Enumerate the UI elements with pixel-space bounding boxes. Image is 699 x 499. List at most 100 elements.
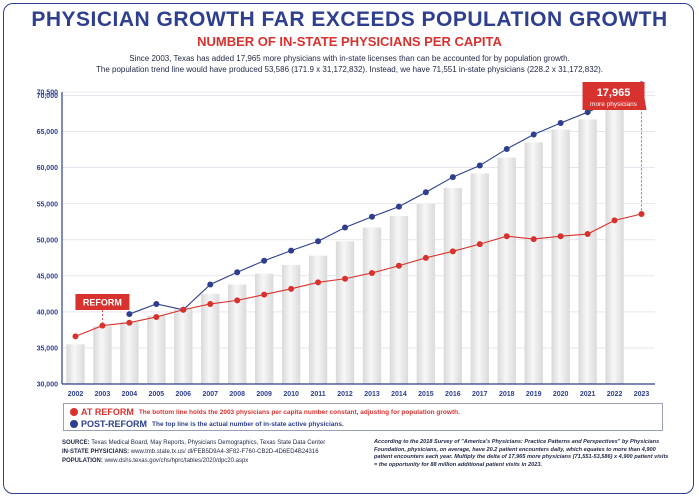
y-tick-label: 45,000 xyxy=(37,273,59,280)
data-point xyxy=(207,300,214,307)
bar xyxy=(416,203,436,384)
data-point xyxy=(449,248,456,255)
footer-population-line: POPULATION: www.dshs.texas.gov/chs/hprc/… xyxy=(62,457,382,466)
data-point xyxy=(153,313,160,320)
chart-legend: AT REFORM The bottom line holds the 2003… xyxy=(63,403,663,431)
data-point xyxy=(476,162,483,169)
bar xyxy=(201,293,220,384)
x-tick-label: 2006 xyxy=(176,391,192,398)
callout-box xyxy=(582,82,645,110)
data-point xyxy=(342,275,349,282)
bar xyxy=(362,227,382,384)
population-link[interactable]: www.dshs.texas.gov/chs/hprc/tables/2020/… xyxy=(104,458,249,464)
bar xyxy=(174,308,193,384)
data-point xyxy=(207,281,214,288)
data-point xyxy=(584,231,591,238)
x-tick-label: 2010 xyxy=(283,391,299,398)
data-point xyxy=(342,224,349,231)
x-tick-label: 2022 xyxy=(607,391,623,398)
data-point xyxy=(153,300,160,307)
legend-item-post-reform: POST-REFORM The top line is the actual n… xyxy=(70,419,344,429)
y-tick-label: 55,000 xyxy=(37,201,59,208)
data-point xyxy=(584,109,591,116)
legend-at-reform-label: AT REFORM xyxy=(81,407,134,417)
instate-label: IN-STATE PHYSICIANS: xyxy=(62,449,130,455)
data-point xyxy=(611,217,618,224)
data-point xyxy=(261,257,268,264)
y-tick-label: 40,000 xyxy=(37,309,59,316)
bar xyxy=(66,344,85,384)
x-tick-label: 2014 xyxy=(391,391,407,398)
x-tick-label: 2003 xyxy=(95,391,111,398)
data-point xyxy=(395,203,402,210)
y-tick-label: 30,000 xyxy=(37,382,59,389)
x-tick-label: 2008 xyxy=(229,391,245,398)
chart-subtitle: NUMBER OF IN-STATE PHYSICIANS PER CAPITA xyxy=(197,34,502,49)
data-point xyxy=(530,131,537,138)
navy-dot-icon xyxy=(70,420,78,428)
x-tick-label: 2021 xyxy=(580,391,596,398)
x-tick-label: 2017 xyxy=(472,391,488,398)
series-line xyxy=(75,213,642,337)
bar xyxy=(497,157,516,384)
bar xyxy=(335,241,355,384)
data-point xyxy=(180,306,187,313)
bar xyxy=(551,129,570,384)
data-point xyxy=(315,279,322,286)
legend-item-at-reform: AT REFORM The bottom line holds the 2003… xyxy=(70,407,460,417)
data-point xyxy=(126,319,133,326)
bar xyxy=(605,103,624,385)
data-point xyxy=(503,145,510,152)
data-point xyxy=(126,311,133,318)
x-tick-label: 2019 xyxy=(526,391,542,398)
y-tick-label: 35,000 xyxy=(37,345,59,352)
data-point xyxy=(503,233,510,240)
y-tick-label: 70,000 xyxy=(37,93,59,100)
bar xyxy=(254,273,274,384)
data-point xyxy=(422,254,429,261)
source-text: Texas Medical Board, May Reports, Physic… xyxy=(91,440,326,446)
x-tick-label: 2016 xyxy=(445,391,461,398)
y-tick-label: 70,500 xyxy=(37,90,59,97)
bar xyxy=(578,119,597,385)
description-line-2: The population trend line would have pro… xyxy=(95,65,603,74)
population-label: POPULATION: xyxy=(62,458,103,464)
x-tick-label: 2009 xyxy=(256,391,272,398)
x-tick-label: 2007 xyxy=(202,391,218,398)
data-point xyxy=(288,247,295,254)
chart-description: Since 2003, Texas has added 17,965 more … xyxy=(20,53,679,75)
x-tick-label: 2023 xyxy=(634,391,650,398)
instate-link[interactable]: www.tmb.state.tx.us/ dl/FEB5D9A4-3F82-F7… xyxy=(130,449,319,455)
data-point xyxy=(449,174,456,181)
series-line xyxy=(129,83,642,315)
bar xyxy=(308,255,328,384)
data-point xyxy=(234,297,241,304)
y-tick-label: 65,000 xyxy=(37,129,59,136)
data-point xyxy=(261,291,268,298)
x-tick-label: 2002 xyxy=(68,391,84,398)
data-point xyxy=(557,120,564,127)
bar xyxy=(389,216,409,384)
data-point xyxy=(234,269,241,276)
y-tick-label: 60,000 xyxy=(37,165,59,172)
x-tick-label: 2020 xyxy=(553,391,569,398)
x-tick-label: 2011 xyxy=(310,391,325,398)
x-tick-label: 2005 xyxy=(149,391,165,398)
footer-sources: SOURCE: Texas Medical Board, May Reports… xyxy=(62,439,382,466)
x-tick-label: 2012 xyxy=(337,391,353,398)
x-tick-label: 2013 xyxy=(364,391,380,398)
bar xyxy=(470,173,489,384)
red-dot-icon xyxy=(70,408,78,416)
bar xyxy=(147,315,166,384)
y-tick-label: 50,000 xyxy=(37,237,59,244)
footer-note: According to the 2018 Survey of "America… xyxy=(374,439,669,468)
data-point xyxy=(530,236,537,243)
bar xyxy=(281,265,301,384)
bar xyxy=(443,187,463,384)
data-point xyxy=(422,189,429,196)
callout-text: more physicians xyxy=(590,101,638,108)
reform-label: REFORM xyxy=(83,298,122,308)
callout-value: 17,965 xyxy=(597,87,631,99)
data-point xyxy=(368,269,375,276)
